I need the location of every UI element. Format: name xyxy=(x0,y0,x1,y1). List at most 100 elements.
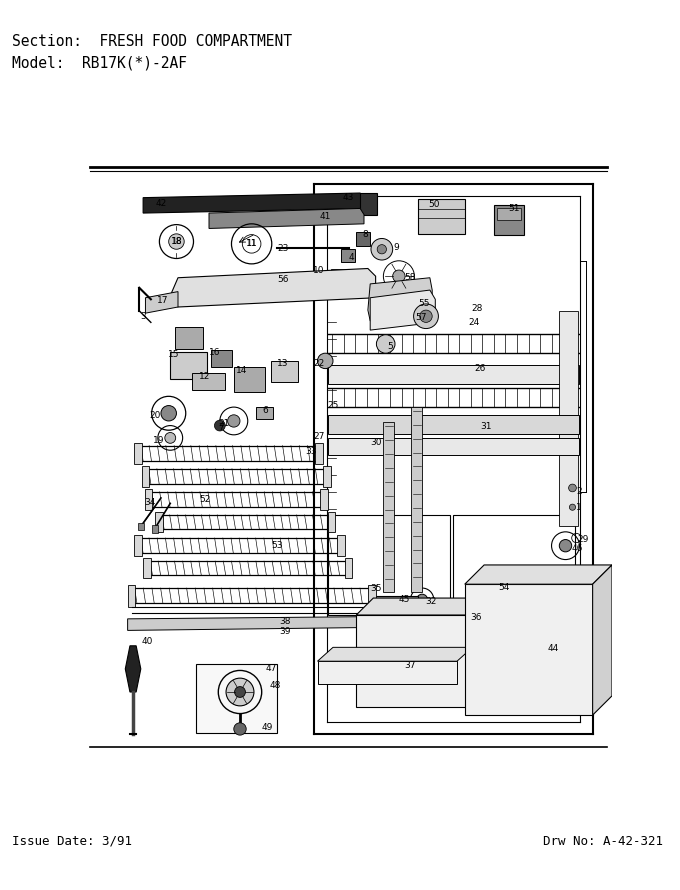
Circle shape xyxy=(377,245,386,254)
Bar xyxy=(152,525,158,532)
Circle shape xyxy=(417,595,428,605)
Text: 6: 6 xyxy=(262,407,268,416)
Circle shape xyxy=(169,234,184,249)
Polygon shape xyxy=(125,646,141,692)
Circle shape xyxy=(165,433,175,443)
Text: 50: 50 xyxy=(428,200,439,209)
Text: 24: 24 xyxy=(469,318,479,327)
Bar xyxy=(411,407,422,592)
Circle shape xyxy=(234,723,246,735)
Polygon shape xyxy=(169,269,375,307)
Text: 18: 18 xyxy=(171,237,182,246)
Bar xyxy=(196,664,277,732)
Text: 51: 51 xyxy=(509,204,520,213)
Circle shape xyxy=(420,310,432,322)
Circle shape xyxy=(413,303,439,328)
Bar xyxy=(137,522,144,530)
Circle shape xyxy=(544,641,553,651)
Text: 57: 57 xyxy=(415,313,427,322)
Text: 42: 42 xyxy=(155,199,167,208)
Circle shape xyxy=(226,678,254,706)
Bar xyxy=(331,269,349,279)
Circle shape xyxy=(377,335,395,353)
Text: 32: 32 xyxy=(425,597,437,606)
Text: 46: 46 xyxy=(571,545,583,554)
Bar xyxy=(155,512,163,532)
Polygon shape xyxy=(328,365,579,384)
Text: 27: 27 xyxy=(313,432,325,441)
Text: Section:  FRESH FOOD COMPARTMENT: Section: FRESH FOOD COMPARTMENT xyxy=(12,34,292,49)
Text: 20: 20 xyxy=(149,411,160,420)
Text: 36: 36 xyxy=(471,613,482,622)
Bar xyxy=(315,442,323,464)
Bar xyxy=(328,415,579,434)
Polygon shape xyxy=(209,208,364,229)
Text: 39: 39 xyxy=(279,627,291,636)
Circle shape xyxy=(371,239,392,260)
Text: 5: 5 xyxy=(388,342,393,351)
Bar xyxy=(175,327,203,349)
Bar xyxy=(145,489,152,510)
Polygon shape xyxy=(143,193,366,213)
Text: 15: 15 xyxy=(167,351,179,360)
Bar xyxy=(356,232,370,247)
Bar xyxy=(345,558,352,578)
Text: 48: 48 xyxy=(270,682,282,691)
Bar xyxy=(170,352,207,378)
Text: 31: 31 xyxy=(480,422,492,431)
Bar xyxy=(134,442,141,464)
Circle shape xyxy=(214,420,225,431)
Text: 30: 30 xyxy=(370,438,381,447)
Polygon shape xyxy=(488,598,505,708)
Text: 19: 19 xyxy=(153,436,165,445)
Bar xyxy=(211,350,233,367)
Circle shape xyxy=(569,504,575,510)
Bar xyxy=(418,199,464,234)
Circle shape xyxy=(392,270,405,282)
Bar xyxy=(368,585,375,606)
Bar xyxy=(328,515,450,615)
Text: 16: 16 xyxy=(209,348,221,357)
Text: 22: 22 xyxy=(313,359,324,368)
Text: 2: 2 xyxy=(577,487,582,496)
Text: 43: 43 xyxy=(343,193,354,202)
Polygon shape xyxy=(593,565,612,715)
Circle shape xyxy=(318,353,333,368)
Bar xyxy=(453,515,575,615)
Text: 54: 54 xyxy=(498,583,509,592)
Bar xyxy=(494,205,524,235)
Bar xyxy=(337,535,345,556)
Text: 52: 52 xyxy=(199,495,211,504)
Text: Issue Date: 3/91: Issue Date: 3/91 xyxy=(12,835,132,848)
Polygon shape xyxy=(356,598,505,615)
Bar xyxy=(234,367,265,392)
Text: 11: 11 xyxy=(246,239,257,248)
Polygon shape xyxy=(368,278,432,321)
Bar xyxy=(559,311,578,527)
Circle shape xyxy=(161,406,176,421)
Text: 28: 28 xyxy=(471,304,483,313)
Bar xyxy=(328,438,579,455)
Bar xyxy=(141,465,150,487)
Bar xyxy=(384,423,394,592)
Bar xyxy=(271,361,298,383)
Text: 12: 12 xyxy=(199,372,211,381)
Bar xyxy=(360,193,377,214)
Bar xyxy=(128,585,135,606)
Polygon shape xyxy=(464,584,593,715)
Text: 21: 21 xyxy=(218,419,229,428)
Text: 3: 3 xyxy=(140,312,146,320)
Bar xyxy=(328,512,335,532)
Text: 29: 29 xyxy=(577,535,589,544)
Circle shape xyxy=(228,415,240,427)
Text: 47: 47 xyxy=(265,665,277,674)
Bar xyxy=(143,558,151,578)
Polygon shape xyxy=(356,615,488,708)
Bar xyxy=(541,673,556,681)
Text: 56: 56 xyxy=(277,275,289,284)
Text: 8: 8 xyxy=(362,231,369,239)
Text: 13: 13 xyxy=(277,360,288,368)
Text: 45: 45 xyxy=(398,595,410,604)
Bar xyxy=(192,373,224,390)
Polygon shape xyxy=(146,292,178,313)
